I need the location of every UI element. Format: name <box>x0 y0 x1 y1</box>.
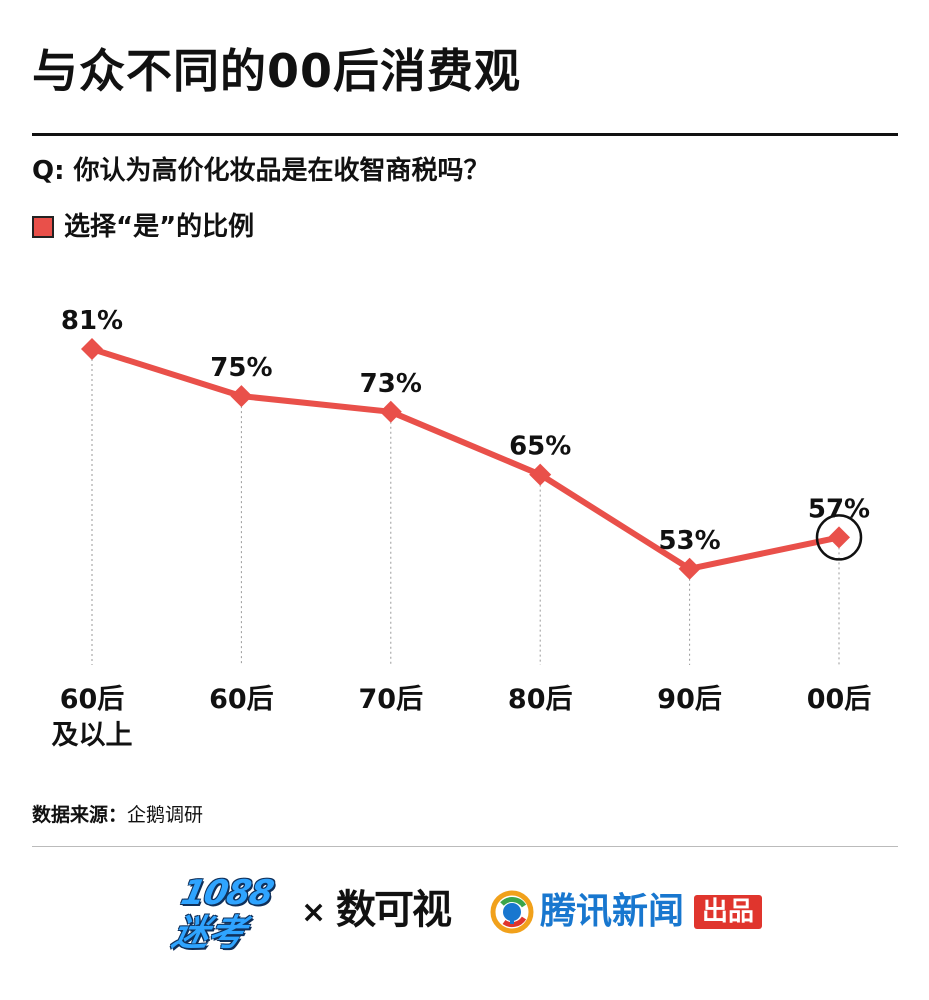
data-point-5 <box>828 526 850 549</box>
footer-divider <box>32 846 898 847</box>
data-label-4: 53% <box>658 526 720 556</box>
footer-logos: 1088 迷考 × 数可视 腾讯新闻 出品 <box>0 868 929 968</box>
data-point-3 <box>529 463 552 486</box>
category-label-0: 60后及以上 <box>52 684 133 751</box>
data-label-2: 73% <box>360 369 422 399</box>
exam-logo-number: 1088 <box>177 873 277 913</box>
legend-label: 选择“是”的比例 <box>64 212 255 242</box>
category-label-5: 00后 <box>807 684 872 715</box>
data-point-2 <box>379 400 402 423</box>
category-label-1: 60后 <box>209 684 274 715</box>
data-label-0: 81% <box>61 306 123 336</box>
legend: 选择“是”的比例 <box>32 214 254 240</box>
data-point-0 <box>81 338 103 360</box>
tencent-news-name: 腾讯新闻 <box>540 891 685 932</box>
title-divider <box>32 133 898 136</box>
exam-logo: 1088 迷考 <box>167 873 298 964</box>
data-viz-logo: 数可视 <box>336 886 452 933</box>
category-label-2: 70后 <box>359 684 424 715</box>
data-label-1: 75% <box>210 353 272 383</box>
collaboration-separator: × <box>301 895 327 930</box>
data-point-1 <box>230 385 253 408</box>
survey-question: Q: 你认为高价化妆品是在收智商税吗？ <box>32 156 490 186</box>
data-source: 数据来源：企鹅调研 <box>32 806 203 825</box>
category-label-4: 90后 <box>657 684 722 715</box>
tencent-news-icon <box>490 890 534 934</box>
data-label-5: 57% <box>808 494 870 524</box>
series-line <box>89 346 842 572</box>
line-chart: 81% 75% 73% 65% 53% 57% 60后及以上 60后 70后 80后 90后 00后 <box>52 306 872 751</box>
tencent-news-logo: 腾讯新闻 出品 <box>490 890 763 934</box>
highlight-ring <box>815 514 863 561</box>
legend-swatch <box>32 216 54 238</box>
source-value: 企鹅调研 <box>127 804 204 826</box>
data-point-4 <box>678 557 701 580</box>
produced-by-badge: 出品 <box>694 895 763 929</box>
exam-logo-text: 迷考 <box>168 913 250 954</box>
source-label: 数据来源： <box>32 804 128 826</box>
data-label-3: 65% <box>509 432 571 462</box>
category-label-3: 80后 <box>508 684 573 715</box>
chart-title: 与众不同的00后消费观 <box>32 44 522 98</box>
